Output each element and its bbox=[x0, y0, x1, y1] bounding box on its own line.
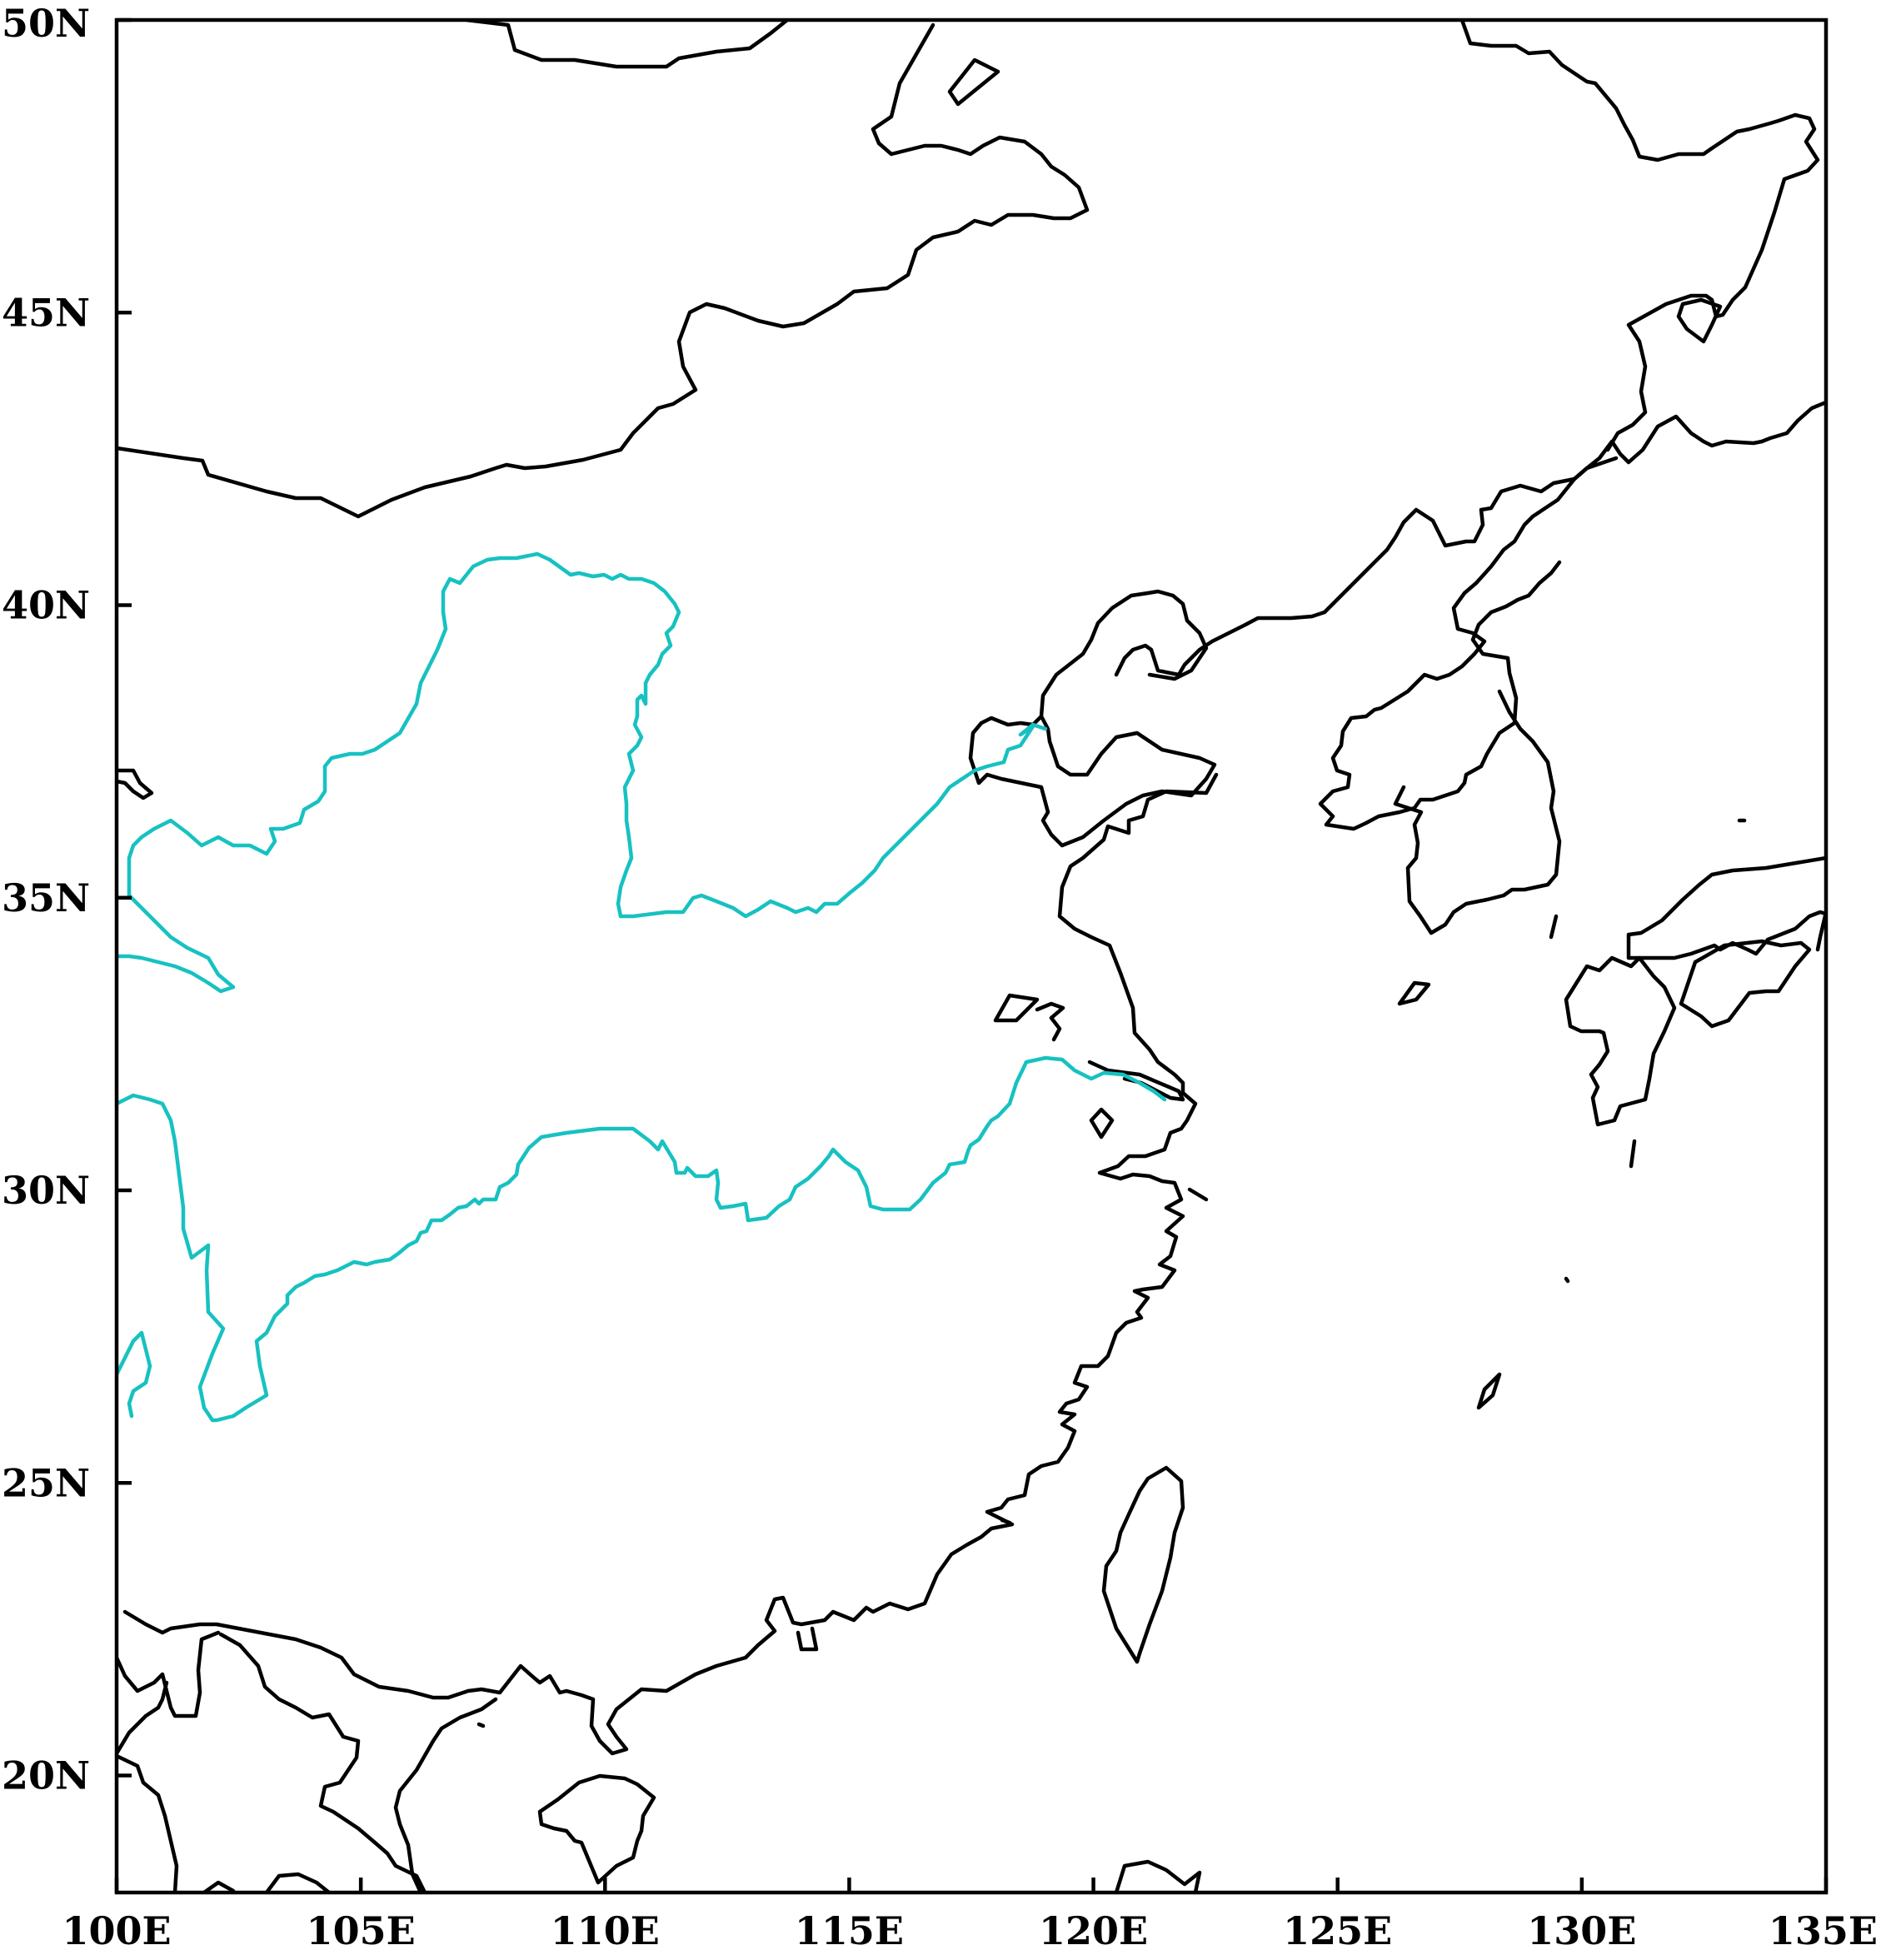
y-tick-label: 20N bbox=[2, 1753, 90, 1798]
northern-border-line bbox=[117, 22, 1090, 519]
yangtze-basin-outline bbox=[117, 1055, 1167, 1423]
x-tick-label: 125E bbox=[1283, 1908, 1392, 1953]
y-axis-ticks: 50N 45N 40N 35N 30N 25N 20N bbox=[2, 1, 132, 1798]
taiwan-outline bbox=[1101, 1465, 1185, 1664]
y-tick-label: 25N bbox=[2, 1460, 90, 1505]
x-tick-label: 115E bbox=[795, 1908, 904, 1953]
south-korea-coast bbox=[1393, 689, 1562, 935]
korea-peninsula-line bbox=[1318, 456, 1619, 831]
lake-outline bbox=[947, 57, 1000, 107]
taiwan-north-line bbox=[1114, 1859, 1202, 1893]
hainan-dot bbox=[476, 1722, 486, 1728]
jeju-line bbox=[1549, 914, 1559, 940]
indochina-border-line bbox=[218, 1632, 427, 1893]
khanka-lake-outline bbox=[1676, 297, 1723, 344]
shandong-coast-line bbox=[122, 772, 1219, 1756]
japan-shikoku-line bbox=[1815, 910, 1826, 952]
laos-edge-line bbox=[117, 768, 154, 800]
ryukyu-island-outline bbox=[1476, 1372, 1502, 1410]
gulf-coast-line bbox=[393, 1697, 498, 1893]
cambodia-line bbox=[264, 1872, 332, 1893]
estuary-island-outline bbox=[993, 993, 1040, 1023]
map-frame bbox=[114, 17, 1829, 1895]
myanmar-border-line bbox=[117, 1680, 169, 1756]
y-tick-label: 45N bbox=[2, 290, 90, 335]
estuary-line bbox=[1035, 1001, 1065, 1042]
y-tick-label: 50N bbox=[2, 1, 90, 46]
northern-border-top bbox=[464, 20, 790, 69]
loess-plateau-outline bbox=[117, 551, 681, 994]
fujian-dot bbox=[1000, 1518, 1012, 1525]
x-axis-ticks: 100E 105E 110E 115E 120E 125E 130E 135E bbox=[62, 1878, 1878, 1953]
x-tick-label: 100E bbox=[62, 1908, 171, 1953]
chongming-outline bbox=[1089, 1107, 1115, 1140]
kyushu-outline bbox=[1564, 955, 1677, 1127]
macau-line bbox=[796, 1626, 819, 1652]
korea-coast-line bbox=[1114, 400, 1826, 677]
x-tick-label: 135E bbox=[1769, 1908, 1878, 1953]
hainan-outline bbox=[537, 1773, 656, 1885]
plot-area bbox=[117, 20, 1826, 1893]
small-island-outline bbox=[1397, 980, 1431, 1006]
y-tick-label: 30N bbox=[2, 1168, 90, 1213]
thailand-line bbox=[202, 1880, 236, 1893]
ryukyu-dot bbox=[1564, 1276, 1570, 1284]
zhoushan-line bbox=[1187, 1187, 1209, 1202]
northeast-border-line bbox=[1459, 20, 1820, 452]
northern-region-outline bbox=[618, 722, 1048, 919]
x-tick-label: 130E bbox=[1527, 1908, 1636, 1953]
shikoku-outline bbox=[1679, 939, 1812, 1029]
bohai-coast-line bbox=[968, 589, 1217, 848]
southwest-region-outline bbox=[117, 1330, 152, 1419]
laos-border-line bbox=[117, 1630, 221, 1718]
ryukyu-line bbox=[1629, 1139, 1637, 1169]
y-tick-label: 40N bbox=[2, 583, 90, 628]
japan-honshu-line bbox=[1626, 855, 1826, 960]
x-tick-label: 105E bbox=[307, 1908, 416, 1953]
laos-inner-line bbox=[117, 1753, 179, 1893]
x-tick-label: 110E bbox=[551, 1908, 660, 1953]
y-tick-label: 35N bbox=[2, 875, 90, 920]
x-tick-label: 120E bbox=[1039, 1908, 1148, 1953]
